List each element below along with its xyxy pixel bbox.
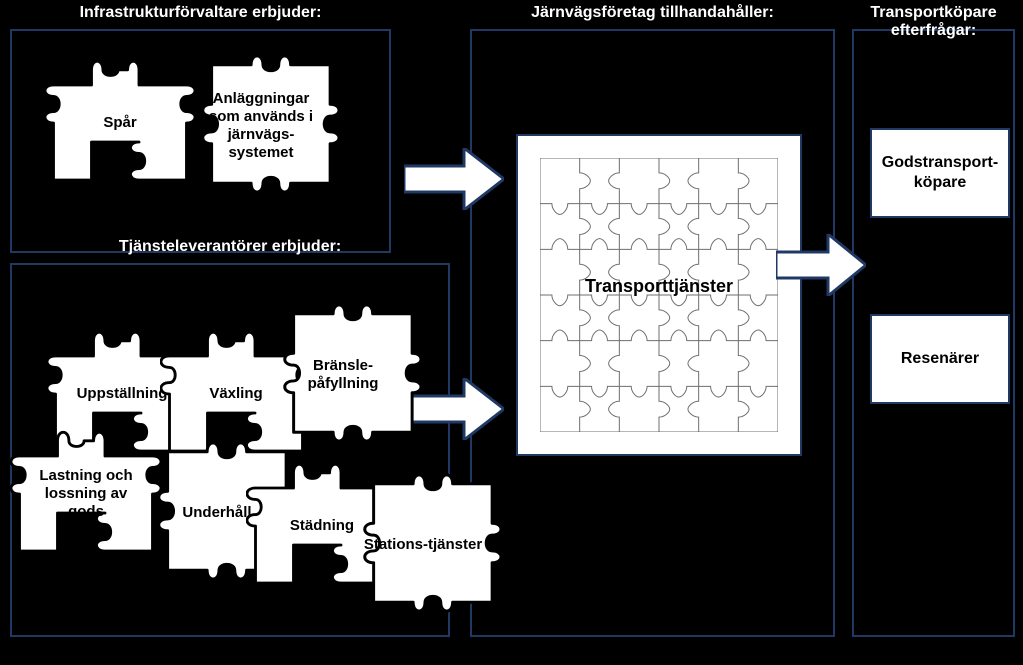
diagram-canvas: Infrastrukturförvaltare erbjuder: Tjänst… <box>0 0 1023 665</box>
piece-anlaggningar-label: Anläggningar som används i järnvägs-syst… <box>182 47 340 205</box>
piece-bransle-label: Bränsle-påfyllning <box>264 296 422 454</box>
box-freight-buyers-label: Godstransport-köpare <box>880 153 1000 193</box>
box-passengers-label: Resenärer <box>901 349 979 369</box>
arrow-top-to-center <box>404 148 504 210</box>
piece-stations-label: Stations-tjänster <box>344 466 502 624</box>
box-freight-buyers: Godstransport-köpare <box>870 128 1010 218</box>
region-customers-title: Transportköpare efterfrågar: <box>852 4 1015 40</box>
box-passengers: Resenärer <box>870 314 1010 404</box>
region-services-title: Tjänsteleverantörer erbjuder: <box>10 238 450 256</box>
region-infrastructure-title: Infrastrukturförvaltare erbjuder: <box>10 4 391 22</box>
piece-stations: Stations-tjänster <box>344 466 502 624</box>
arrow-center-to-right <box>776 234 866 296</box>
piece-spar-label: Spår <box>44 47 196 199</box>
piece-spar: Spår <box>44 47 196 199</box>
region-rail-companies-title: Järnvägsföretag tillhandahåller: <box>470 4 835 22</box>
piece-anlaggningar: Anläggningar som används i järnvägs-syst… <box>182 47 340 205</box>
transport-services-label: Transporttjänster <box>518 276 800 297</box>
transport-services-panel: Transporttjänster <box>516 134 802 456</box>
piece-bransle: Bränsle-påfyllning <box>264 296 422 454</box>
